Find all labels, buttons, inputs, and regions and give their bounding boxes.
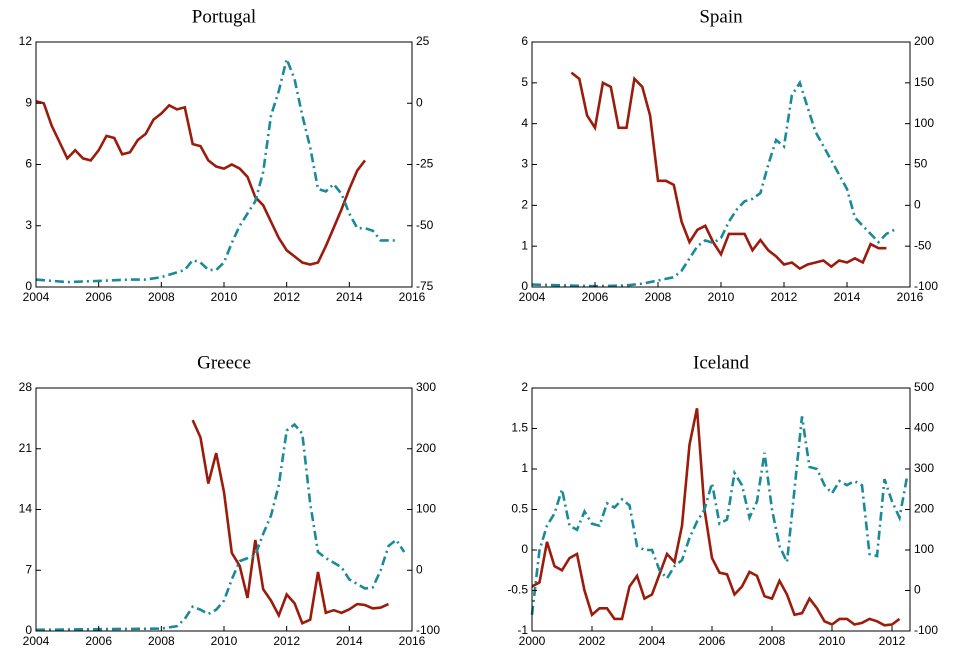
x-tick-label: 2012 [771,290,798,304]
plot-frame [35,387,413,632]
x-tick-label: 2006 [699,634,726,648]
data-line [531,408,901,627]
x-tick-label: 2004 [23,634,50,648]
y-tick-label: 9 [25,95,32,109]
x-tick-label: 2014 [336,290,363,304]
y-tick-label: -0.5 [507,583,528,597]
y-tick-label: 1 [521,238,528,252]
x-tick-label: 2004 [23,290,50,304]
x-tick-label: 2010 [211,290,238,304]
y-tick-label: 4 [521,116,528,130]
x-tick-label: 2004 [519,290,546,304]
x-tick-label: 2012 [879,634,906,648]
y-tick-label: 1 [521,461,528,475]
chart-title: Iceland [693,352,749,373]
data-line [191,419,390,625]
y2-tick-label: 0 [416,95,423,109]
y-tick-label: 0 [25,623,32,637]
y2-tick-label: -75 [416,279,434,293]
y2-tick-label: 200 [914,34,934,48]
y-tick-label: 0 [521,279,528,293]
data-line [35,99,367,266]
y2-tick-label: -50 [914,238,932,252]
x-tick-label: 2016 [399,634,426,648]
x-tick-label: 2002 [579,634,606,648]
plot-frame [35,41,413,288]
y2-tick-label: -100 [416,623,440,637]
x-tick-label: 2016 [897,290,924,304]
x-tick-label: 2006 [85,290,112,304]
y2-tick-label: 50 [914,157,928,171]
x-tick-label: 2014 [834,290,861,304]
y2-tick-label: 0 [914,198,921,212]
y2-tick-label: -50 [416,218,434,232]
x-tick-label: 2008 [148,290,175,304]
x-tick-label: 2010 [708,290,735,304]
data-line [35,54,397,284]
y2-tick-label: 100 [914,542,934,556]
y-tick-label: 28 [19,380,33,394]
data-line [531,79,895,288]
x-tick-label: 2000 [519,634,546,648]
x-tick-label: 2010 [819,634,846,648]
y-tick-label: 0 [521,542,528,556]
x-tick-label: 2010 [211,634,238,648]
y2-tick-label: 500 [914,380,934,394]
chart-title: Spain [699,6,743,27]
y2-tick-label: 200 [914,502,934,516]
y2-tick-label: 0 [416,562,423,576]
x-tick-label: 2006 [582,290,609,304]
y-tick-label: 6 [25,157,32,171]
x-tick-label: 2016 [399,290,426,304]
y2-tick-label: 300 [416,380,436,394]
data-line [35,422,406,632]
y-tick-label: 14 [19,502,33,516]
y-tick-label: -1 [517,623,528,637]
x-tick-label: 2012 [273,290,300,304]
y-tick-label: 6 [521,34,528,48]
x-tick-label: 2012 [273,634,300,648]
plot-frame [531,41,911,288]
y2-tick-label: 300 [914,461,934,475]
data-line [570,71,887,271]
y2-tick-label: 100 [416,502,436,516]
x-tick-label: 2006 [85,634,112,648]
y2-tick-label: -100 [914,623,938,637]
y2-tick-label: 25 [416,34,430,48]
chart-title: Greece [197,352,251,373]
y-tick-label: 0.5 [511,502,528,516]
y2-tick-label: 200 [416,441,436,455]
y2-tick-label: 400 [914,421,934,435]
y2-tick-label: -100 [914,279,938,293]
y-tick-label: 0 [25,279,32,293]
y-tick-label: 21 [19,441,33,455]
chart-title: Portugal [192,6,256,27]
y2-tick-label: 100 [914,116,934,130]
y-tick-label: 3 [25,218,32,232]
x-tick-label: 2008 [645,290,672,304]
y-tick-label: 1.5 [511,421,528,435]
y2-tick-label: 0 [914,583,921,597]
x-tick-label: 2008 [148,634,175,648]
y-tick-label: 2 [521,198,528,212]
y-tick-label: 2 [521,380,528,394]
x-tick-label: 2014 [336,634,363,648]
plot-frame [531,387,911,632]
y2-tick-label: -25 [416,157,434,171]
y-tick-label: 3 [521,157,528,171]
x-tick-label: 2004 [639,634,666,648]
x-tick-label: 2008 [759,634,786,648]
data-line [530,416,909,615]
y2-tick-label: 150 [914,75,934,89]
y-tick-label: 5 [521,75,528,89]
y-tick-label: 12 [19,34,33,48]
y-tick-label: 7 [25,562,32,576]
